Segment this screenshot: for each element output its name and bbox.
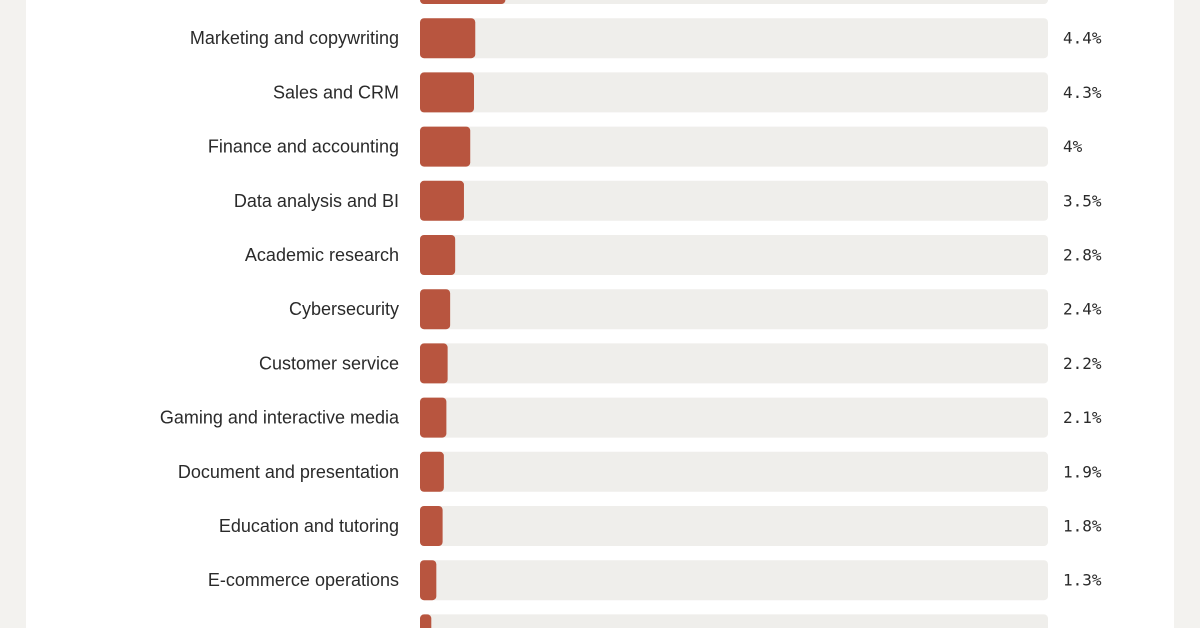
bar-track: [420, 506, 1048, 546]
bar-track: [420, 451, 1048, 492]
value-label: 1.3%: [1063, 571, 1102, 590]
bar-track: [420, 180, 1048, 221]
value-label: 2.1%: [1063, 408, 1102, 427]
bar: [420, 0, 506, 4]
bar: [420, 235, 456, 275]
bar: [420, 560, 437, 601]
category-label: Document and presentation: [178, 462, 399, 482]
value-label: 4.3%: [1063, 83, 1102, 102]
bar-track: [420, 614, 1048, 628]
bar-row: Cybersecurity 2.4%: [289, 289, 1102, 330]
bar: [420, 180, 464, 221]
value-label: 2.8%: [1063, 246, 1102, 265]
bar-track: [420, 289, 1048, 330]
category-label: Education and tutoring: [219, 516, 399, 536]
bar-row: Customer service 2.2%: [259, 343, 1102, 384]
bar-row: Sales and CRM 4.3%: [273, 72, 1102, 113]
bar-row: [420, 0, 1048, 4]
bar: [420, 397, 447, 438]
value-label: 4%: [1063, 137, 1083, 156]
category-label: Customer service: [259, 353, 399, 373]
category-label: Finance and accounting: [208, 137, 399, 157]
value-label: 3.5%: [1063, 191, 1102, 210]
bar-row: Document and presentation 1.9%: [178, 451, 1102, 492]
value-label: 1.9%: [1063, 462, 1102, 481]
category-label: Sales and CRM: [273, 82, 399, 102]
bar-track: [420, 343, 1048, 384]
bar: [420, 289, 451, 330]
bar: [420, 18, 476, 59]
bar-row: Data analysis and BI 3.5%: [234, 180, 1102, 221]
bar-track: [420, 126, 1048, 167]
category-label: Marketing and copywriting: [190, 28, 399, 48]
category-label: Data analysis and BI: [234, 191, 399, 211]
value-label: 1.8%: [1063, 517, 1102, 536]
bar: [420, 343, 448, 384]
bar: [420, 614, 432, 628]
bar-row: Finance and accounting 4%: [208, 126, 1083, 167]
category-label: Academic research: [245, 245, 399, 265]
bar: [420, 451, 444, 492]
value-label: 2.2%: [1063, 354, 1102, 373]
category-label: Cybersecurity: [289, 299, 399, 319]
bar-row: [420, 614, 1048, 628]
bar: [420, 506, 443, 546]
category-label: E-commerce operations: [208, 570, 399, 590]
bar-row: E-commerce operations 1.3%: [208, 560, 1102, 601]
bar: [420, 72, 475, 113]
bar-track: [420, 18, 1048, 59]
bar-track: [420, 72, 1048, 113]
value-label: 4.4%: [1063, 29, 1102, 48]
category-label: Gaming and interactive media: [160, 408, 400, 428]
bar-row: Academic research 2.8%: [245, 235, 1102, 275]
bar-row: Education and tutoring 1.8%: [219, 506, 1102, 546]
bar-track: [420, 235, 1048, 275]
bar-row: Marketing and copywriting 4.4%: [190, 18, 1102, 59]
bar: [420, 126, 471, 167]
bar-row: Gaming and interactive media 2.1%: [160, 397, 1102, 438]
bar-track: [420, 0, 1048, 4]
value-label: 2.4%: [1063, 300, 1102, 319]
bar-track: [420, 560, 1048, 601]
bar-track: [420, 397, 1048, 438]
